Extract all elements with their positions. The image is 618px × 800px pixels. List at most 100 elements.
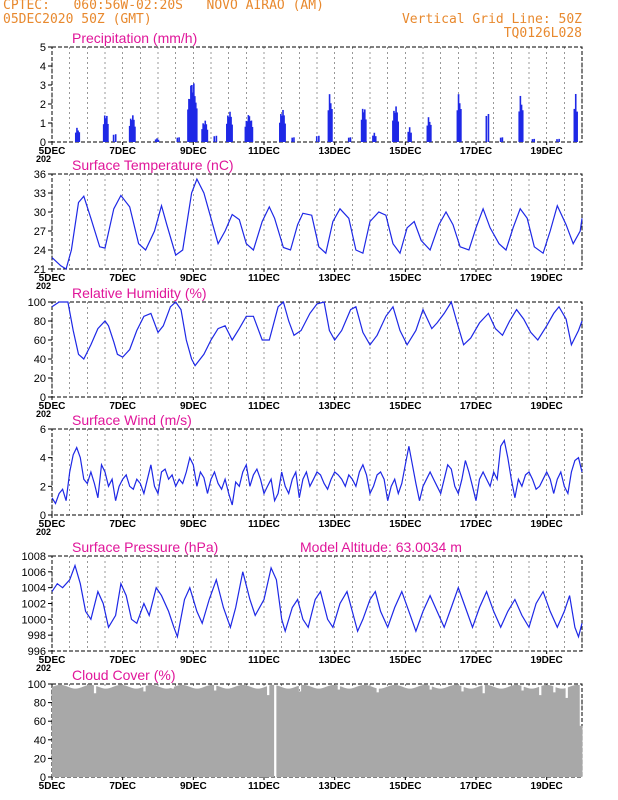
cloud-bar [286,688,288,777]
x-tick-label: 5DEC [39,781,66,792]
cloud-bar [295,686,298,777]
panel-temp: 21 24 27 30 33 36 5DEC 7DEC 9DEC 11DEC 13DEC 15DEC 1… [34,157,583,291]
cloud-bar [118,685,120,777]
cloud-bar [162,688,164,777]
precip-bar [347,137,350,142]
precip-bar [519,95,522,142]
cloud-bar [243,685,245,777]
cloud-bar [460,691,463,777]
cloud-bar [468,688,470,777]
precip-bar [282,109,284,142]
precip-bar [397,121,399,142]
cloud-bar [112,686,115,777]
cloud-bar [232,687,234,777]
cloud-bar [197,688,200,777]
cloud-bar [548,685,550,777]
cloud-bar [536,687,538,777]
cloud-bar [89,684,91,777]
precip-bar [458,103,461,142]
cloud-bar [130,687,132,777]
cloud-bar [254,688,256,777]
precip-bar [231,124,233,142]
precip-bar [460,109,462,142]
temp-series-line [51,177,583,270]
x-tick-label: 11DEC [248,519,280,530]
cloud-bar [53,686,56,777]
cloud-bar [412,688,414,777]
cloud-bar [423,684,426,777]
y-tick-label: 20 [34,753,46,765]
cloud-bar [469,688,472,777]
cloud-bar [85,685,87,777]
cloud-bar [357,686,359,777]
cloud-bar [188,686,191,777]
precip-bar [556,139,558,142]
cloud-bar [245,685,247,777]
cloud-bar [436,688,438,777]
cloud-bar [140,687,142,777]
cloud-bar [468,688,471,777]
cloud-bar [222,687,224,777]
cloud-bar [386,686,389,777]
cloud-bar [385,687,388,777]
precip-bar [531,139,534,142]
cloud-bar [489,685,491,777]
y-tick-label: 1000 [22,614,46,626]
panel-cloud: 0 20 40 60 80 100 5DEC 7DEC 9DEC 11DEC 13DEC 15DEC 1… [28,667,583,792]
precip-bar [251,126,254,142]
precip-bar [394,112,396,142]
cloud-bar [387,686,389,777]
x-tick-label: 13DEC [319,273,351,284]
precip-bar [157,139,160,142]
cloud-bar [342,687,344,777]
cloud-bar [226,688,228,777]
cloud-bar [252,687,254,777]
cloud-bar [453,685,455,777]
cloud-bar [300,691,302,777]
cloud-bar [109,687,111,777]
cloud-bar [560,688,563,777]
cloud-bar [504,688,506,777]
cloud-bar [430,689,432,777]
cloud-bar [223,688,225,777]
cloud-bar [437,688,439,777]
cloud-bar [88,685,90,777]
cloud-bar [195,688,197,777]
cloud-bar [58,685,60,777]
cloud-bar [208,685,210,777]
precip-bar [281,115,283,142]
cloud-bar [478,686,480,777]
cloud-bar [411,688,413,777]
cloud-bar [211,684,213,777]
cloud-bar [226,688,229,777]
cloud-bar [196,688,199,777]
cloud-bar [66,686,68,777]
cloud-bar [486,684,488,777]
cloud-bar [177,685,179,777]
cloud-bar [79,687,81,777]
cloud-bar [113,686,116,777]
panel-title: Surface Temperature (nC) [72,157,234,173]
precip-bar [213,136,216,142]
cloud-bar [358,685,360,777]
y-tick-label: 36 [34,169,46,181]
precip-bar [189,99,191,142]
cloud-bar [438,688,441,777]
cloud-bar [328,685,330,777]
cloud-bar [142,691,145,777]
cloud-bar [165,688,167,777]
cloud-bar [134,688,136,777]
cloud-bar [576,684,578,777]
y-tick-label: 1004 [22,583,46,595]
cloud-bar [323,687,325,777]
x-tick-label: 7DEC [109,401,136,412]
cloud-bar [77,688,79,777]
cloud-bar [445,687,447,777]
cloud-bar [516,684,518,777]
y-tick-label: 996 [28,646,46,658]
cloud-bar [55,685,57,777]
precip-bar [280,113,282,142]
header-datetime: 05DEC2020 50Z (GMT) [3,12,152,27]
cloud-bar [399,685,401,777]
cloud-bar [149,685,151,777]
